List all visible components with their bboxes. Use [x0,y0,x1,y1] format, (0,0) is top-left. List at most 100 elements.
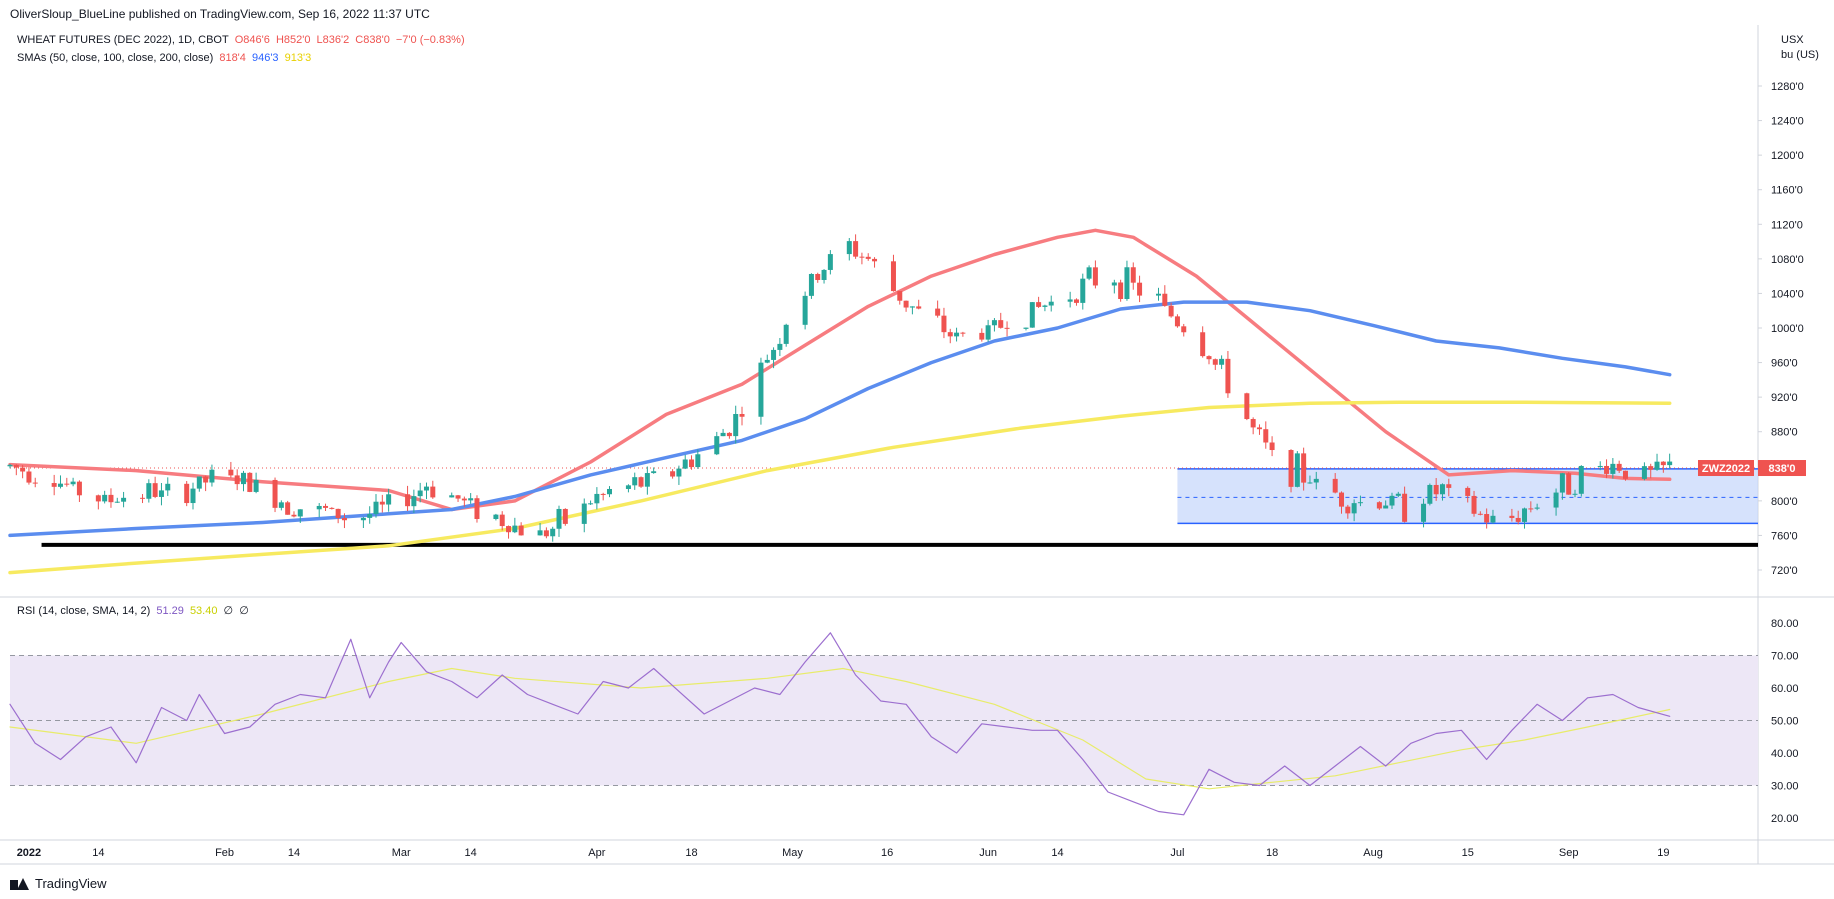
candle-up [1597,465,1603,467]
candle-down [739,414,745,417]
candle-up [411,496,417,507]
sma-legend[interactable]: SMAs (50, close, 100, close, 200, close)… [17,52,314,64]
candle-up [493,514,499,519]
candle-down [960,332,966,334]
candle-up [1111,282,1117,286]
sma-line-2 [8,300,1672,538]
candle-down [1250,419,1256,428]
rsi-title[interactable]: RSI (14, close, SMA, 14, 2) [17,605,151,617]
candle-up [7,464,13,467]
candle-down [916,306,922,309]
candle-up [1156,293,1162,296]
candle-down [865,256,871,259]
candle-down [947,332,953,337]
candle-down [1206,356,1212,360]
candle-down [379,501,385,505]
candle-up [1357,502,1363,504]
time-tick-label: Mar [392,847,411,859]
candle-down [1660,461,1666,466]
sma-title[interactable]: SMAs (50, close, 100, close, 200, close) [17,52,214,64]
candle-up [1389,495,1395,506]
price-tick-label: 960'0 [1771,358,1798,370]
candle-up [1351,503,1357,514]
candle-down [1465,487,1471,496]
ohlc-open: O846'6 [234,34,270,46]
rsi-tick-label: 30.00 [1771,781,1799,793]
time-tick-label: 18 [1266,847,1278,859]
candle-down [670,471,676,477]
candle-down [430,486,436,498]
candle-down [1471,495,1477,514]
sma100-value: 946'3 [251,52,279,64]
price-tick-label: 1200'0 [1771,150,1804,162]
rsi-tick-label: 50.00 [1771,716,1799,728]
price-tag-box [1758,460,1806,477]
candle-up [783,324,789,344]
candle-up [808,273,814,296]
price-tick-label: 920'0 [1771,392,1798,404]
candle-up [102,494,108,502]
tradingview-logo-icon [10,877,30,890]
rsi-line [9,632,1671,816]
price-tick-label: 720'0 [1771,565,1798,577]
time-tick-label: Sep [1559,847,1579,859]
rsi-tick-label: 70.00 [1771,651,1799,663]
candle-up [1641,466,1647,479]
candle-up [771,349,777,360]
candle-up [1522,508,1528,522]
candle-down [1244,393,1250,420]
candle-down [1073,299,1079,303]
candle-down [998,320,1004,328]
candle-down [323,505,329,508]
candle-up [802,295,808,325]
candle-down [1509,515,1515,518]
candle-up [720,432,726,437]
candle-up [1313,478,1319,483]
candle-down [726,432,732,437]
candle-up [594,493,600,504]
symbol-title[interactable]: WHEAT FUTURES (DEC 2022), 1D, CBOT [17,34,229,46]
candle-up [991,320,997,326]
candle-up [253,479,259,492]
candle-down [600,493,606,495]
candle-down [890,261,896,292]
candle-down [506,526,512,533]
rsi-sma-value: 53.40 [189,605,218,617]
candle-down [543,530,549,537]
candle-up [1383,505,1389,509]
candle-down [341,517,347,521]
tradingview-brand: TradingView [35,876,107,891]
candle-up [1048,301,1054,306]
candle-down [108,494,114,503]
candle-down [1301,453,1307,483]
ohlc-high: H852'0 [275,34,311,46]
candle-down [76,481,82,496]
candle-down [455,495,461,499]
last-price-tag: ZWZ2022 838'0 [1698,460,1806,477]
candle-up [449,495,455,498]
candle-down [285,502,291,515]
tradingview-footer[interactable]: TradingView [10,876,107,891]
time-tick-label: 18 [685,847,697,859]
candle-up [278,502,284,508]
candle-down [499,514,505,527]
candle-down [1137,282,1143,296]
candle-down [1433,484,1439,495]
symbol-tag-label: ZWZ2022 [1702,463,1750,475]
candle-up [1439,484,1445,495]
candle-up [714,436,720,455]
candle-down [203,476,209,483]
rsi-legend[interactable]: RSI (14, close, SMA, 14, 2) 51.29 53.40 … [17,604,252,617]
candle-down [1181,326,1187,333]
price-tick-label: 1000'0 [1771,323,1804,335]
candle-up [985,325,991,340]
candle-up [1219,358,1225,365]
candle-up [70,481,76,485]
symbol-legend[interactable]: WHEAT FUTURES (DEC 2022), 1D, CBOT O846'… [17,34,468,46]
candle-up [114,501,120,503]
candle-down [1345,506,1351,514]
candle-down [1622,470,1628,479]
candle-up [512,525,518,533]
time-tick-label: 14 [465,847,477,859]
